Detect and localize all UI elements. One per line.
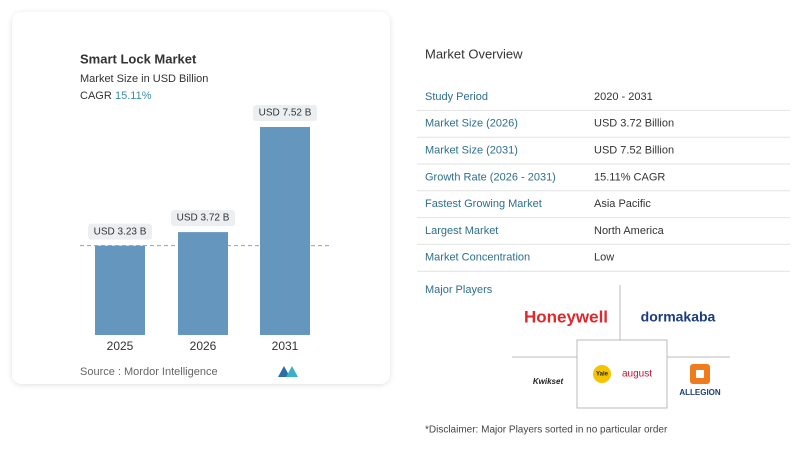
bar	[260, 127, 310, 335]
row-label: Growth Rate (2026 - 2031)	[425, 171, 556, 183]
value-label-bg	[253, 105, 317, 121]
bar	[178, 232, 228, 335]
player-logo: ALLEGION	[679, 388, 721, 397]
player-logo: Honeywell	[524, 307, 608, 326]
row-label: Market Concentration	[425, 252, 530, 264]
x-tick-label: 2026	[190, 339, 217, 353]
row-value: 2020 - 2031	[594, 91, 653, 103]
chart-title: Smart Lock Market	[80, 51, 197, 66]
row-value: Asia Pacific	[594, 198, 651, 210]
value-label-bg	[88, 223, 152, 240]
chart-subtitle: Market Size in USD Billion	[80, 73, 208, 85]
allegion-icon	[690, 364, 710, 384]
row-value: USD 3.72 Billion	[594, 118, 674, 130]
cagr-value: 15.11%	[115, 90, 152, 102]
value-label: USD 3.72 B	[177, 213, 230, 224]
value-label-bg	[171, 210, 235, 227]
source: Source : Mordor Intelligence	[80, 366, 218, 378]
overview-title: Market Overview	[425, 46, 523, 61]
value-label: USD 7.52 B	[259, 108, 312, 119]
players-title: Major Players	[425, 284, 493, 296]
row-label: Market Size (2031)	[425, 145, 518, 157]
player-grid	[512, 285, 730, 409]
brand-logo	[278, 366, 298, 377]
row-label: Largest Market	[425, 225, 498, 237]
row-label: Study Period	[425, 91, 488, 103]
x-tick-label: 2031	[272, 339, 299, 353]
cagr-label: CAGR	[80, 90, 112, 102]
row-value: North America	[594, 225, 665, 237]
yale-badge	[593, 365, 611, 383]
bar	[95, 245, 145, 335]
player-logo: Kwikset	[533, 377, 564, 386]
row-value: Low	[594, 252, 614, 264]
row-value: USD 7.52 Billion	[594, 145, 674, 157]
row-value: 15.11% CAGR	[594, 171, 665, 183]
player-logo: august	[622, 369, 652, 380]
row-label: Market Size (2026)	[425, 118, 518, 130]
value-label: USD 3.23 B	[94, 226, 147, 237]
player-logo: dormakaba	[641, 309, 716, 325]
row-label: Fastest Growing Market	[425, 198, 542, 210]
disclaimer: *Disclaimer: Major Players sorted in no …	[425, 425, 668, 436]
player-logo: Yale	[596, 372, 609, 378]
x-tick-label: 2025	[107, 339, 134, 353]
